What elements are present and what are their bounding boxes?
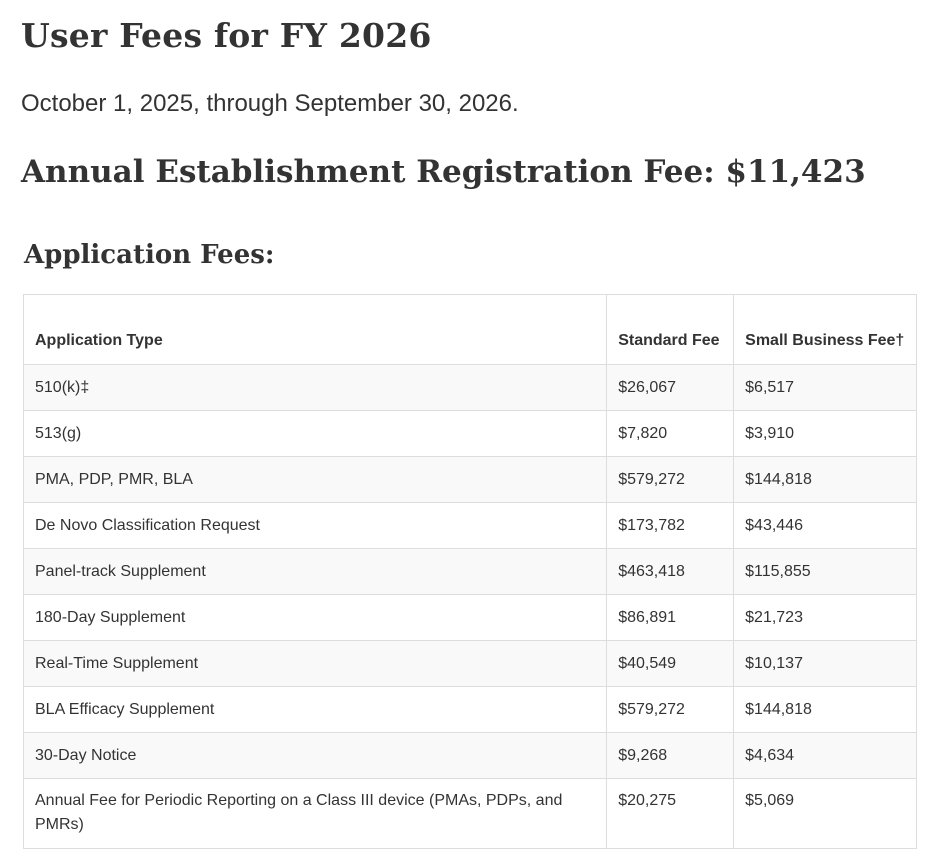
table-header: Application Type Standard Fee Small Busi… — [22, 294, 917, 365]
cell-standard-fee: $463,418 — [606, 548, 735, 595]
table-body: 510(k)‡ $26,067 $6,517 513(g) $7,820 $3,… — [22, 364, 917, 849]
cell-small-business-fee: $144,818 — [733, 456, 917, 503]
cell-standard-fee: $579,272 — [606, 456, 735, 503]
table-header-row: Application Type Standard Fee Small Busi… — [22, 294, 917, 365]
cell-standard-fee: $26,067 — [606, 364, 735, 411]
cell-application-type: 180-Day Supplement — [22, 594, 608, 641]
cell-application-type: 510(k)‡ — [22, 364, 608, 411]
cell-standard-fee: $86,891 — [606, 594, 735, 641]
table-row: 30-Day Notice $9,268 $4,634 — [22, 732, 917, 779]
cell-small-business-fee: $144,818 — [733, 686, 917, 733]
cell-small-business-fee: $3,910 — [733, 410, 917, 457]
application-fees-heading: Application Fees: — [24, 240, 275, 270]
header-standard-fee: Standard Fee — [606, 294, 735, 365]
table-row: 513(g) $7,820 $3,910 — [22, 410, 917, 457]
cell-standard-fee: $579,272 — [606, 686, 735, 733]
table-row: PMA, PDP, PMR, BLA $579,272 $144,818 — [22, 456, 917, 503]
cell-small-business-fee: $43,446 — [733, 502, 917, 549]
page-title: User Fees for FY 2026 — [21, 16, 432, 55]
cell-application-type: PMA, PDP, PMR, BLA — [22, 456, 608, 503]
cell-application-type: Real-Time Supplement — [22, 640, 608, 687]
cell-standard-fee: $173,782 — [606, 502, 735, 549]
table-row: BLA Efficacy Supplement $579,272 $144,81… — [22, 686, 917, 733]
cell-application-type: Annual Fee for Periodic Reporting on a C… — [22, 778, 608, 849]
cell-application-type: 513(g) — [22, 410, 608, 457]
table-row: De Novo Classification Request $173,782 … — [22, 502, 917, 549]
cell-small-business-fee: $21,723 — [733, 594, 917, 641]
cell-application-type: De Novo Classification Request — [22, 502, 608, 549]
date-range: October 1, 2025, through September 30, 2… — [21, 90, 519, 117]
header-small-business-fee: Small Business Fee† — [733, 294, 917, 365]
cell-small-business-fee: $10,137 — [733, 640, 917, 687]
cell-small-business-fee: $4,634 — [733, 732, 917, 779]
table-row: Panel-track Supplement $463,418 $115,855 — [22, 548, 917, 595]
cell-standard-fee: $7,820 — [606, 410, 735, 457]
registration-fee-heading: Annual Establishment Registration Fee: $… — [21, 154, 866, 190]
table-row: Real-Time Supplement $40,549 $10,137 — [22, 640, 917, 687]
cell-standard-fee: $9,268 — [606, 732, 735, 779]
cell-small-business-fee: $115,855 — [733, 548, 917, 595]
application-fees-table: Application Type Standard Fee Small Busi… — [22, 294, 917, 849]
cell-small-business-fee: $5,069 — [733, 778, 917, 849]
cell-small-business-fee: $6,517 — [733, 364, 917, 411]
table-row: 180-Day Supplement $86,891 $21,723 — [22, 594, 917, 641]
table-row: Annual Fee for Periodic Reporting on a C… — [22, 778, 917, 849]
cell-standard-fee: $20,275 — [606, 778, 735, 849]
cell-application-type: Panel-track Supplement — [22, 548, 608, 595]
header-application-type: Application Type — [22, 294, 608, 365]
cell-application-type: BLA Efficacy Supplement — [22, 686, 608, 733]
cell-application-type: 30-Day Notice — [22, 732, 608, 779]
table-row: 510(k)‡ $26,067 $6,517 — [22, 364, 917, 411]
cell-standard-fee: $40,549 — [606, 640, 735, 687]
